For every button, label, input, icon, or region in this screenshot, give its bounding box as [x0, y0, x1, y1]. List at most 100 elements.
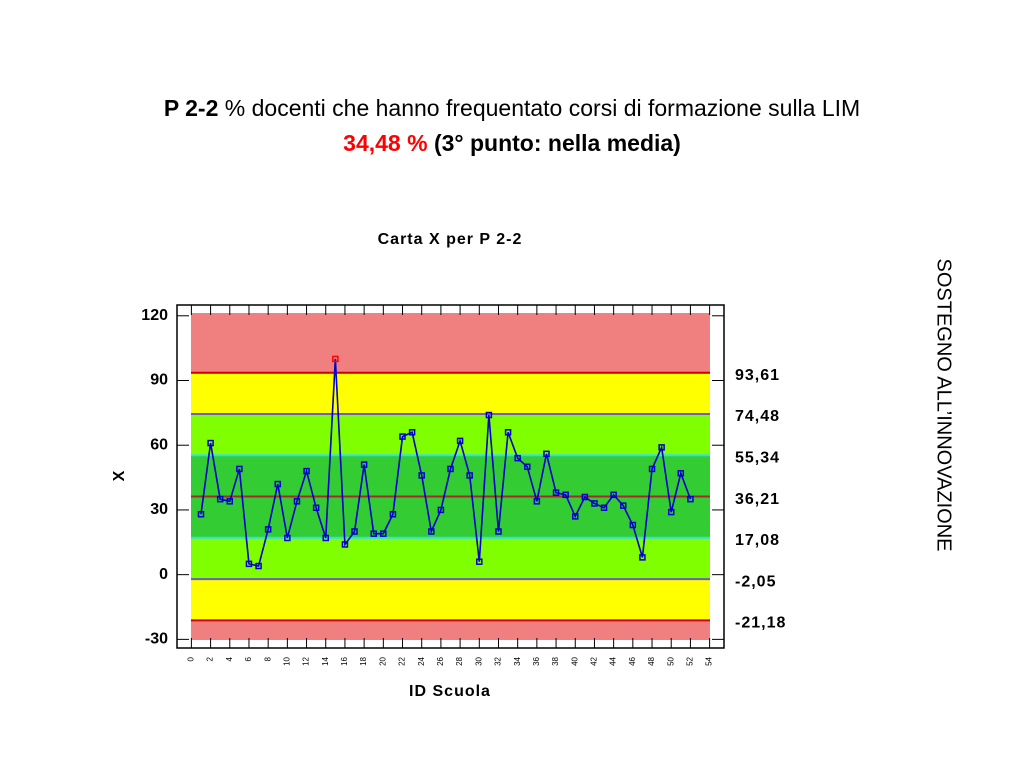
- data-point: [572, 513, 579, 520]
- y-tick-label: 30: [150, 501, 168, 518]
- control-line-label: 17,08: [735, 532, 780, 549]
- x-tick-label: 6: [244, 656, 253, 661]
- data-point: [466, 472, 473, 479]
- data-point: [360, 461, 368, 468]
- x-tick-label: 28: [455, 656, 464, 665]
- data-point: [495, 528, 502, 535]
- x-tick-label: 34: [513, 656, 522, 665]
- data-point: [418, 472, 425, 479]
- data-point: [687, 495, 694, 503]
- data-point: [619, 502, 627, 509]
- control-line-label: 55,34: [735, 449, 780, 466]
- data-point: [274, 480, 282, 488]
- y-tick-label: -30: [145, 631, 168, 648]
- control-line-label: 36,21: [735, 491, 780, 508]
- control-line-label: -21,18: [735, 615, 786, 632]
- y-tick-label: 60: [150, 436, 168, 453]
- data-point: [428, 528, 435, 535]
- x-tick-label: 52: [686, 656, 695, 665]
- x-axis-label: ID Scuola: [409, 683, 491, 700]
- data-point: [293, 498, 301, 505]
- data-point: [677, 470, 685, 477]
- data-point: [197, 511, 205, 518]
- x-tick-label: 22: [398, 656, 407, 665]
- data-point: [562, 491, 569, 499]
- data-point: [399, 433, 406, 440]
- x-tick-label: 26: [436, 656, 445, 665]
- data-point: [255, 562, 262, 570]
- data-point: [456, 437, 464, 445]
- data-point: [351, 528, 358, 535]
- x-tick-label: 24: [417, 656, 426, 665]
- data-point: [236, 465, 243, 473]
- data-point: [524, 463, 531, 471]
- data-point: [552, 489, 560, 496]
- x-tick-label: 16: [340, 656, 349, 665]
- header-line2: 34,48 % (3° punto: nella media): [343, 130, 681, 156]
- zone-band: [191, 620, 710, 640]
- data-point: [216, 495, 224, 503]
- x-tick-label: 12: [302, 656, 311, 665]
- header-note: (3° punto: nella media): [434, 130, 681, 156]
- data-point: [591, 500, 598, 507]
- data-point: [380, 530, 387, 537]
- data-point: [629, 521, 637, 529]
- x-tick-label: 44: [609, 656, 618, 665]
- zone-band: [191, 455, 710, 497]
- header-title: % docenti che hanno frequentato corsi di…: [225, 95, 860, 121]
- x-tick-label: 2: [206, 656, 215, 661]
- zone-band: [191, 372, 710, 414]
- data-point: [408, 429, 416, 436]
- x-tick-label: 48: [647, 656, 656, 665]
- x-tick-label: 46: [628, 656, 637, 665]
- y-tick-label: 0: [159, 566, 168, 583]
- data-point: [648, 465, 656, 473]
- data-point: [543, 450, 550, 458]
- data-point: [226, 498, 234, 505]
- zone-band: [191, 313, 710, 373]
- data-point: [370, 530, 377, 537]
- y-axis-label: X: [111, 470, 128, 481]
- data-point: [476, 558, 483, 565]
- x-tick-label: 32: [494, 656, 503, 665]
- data-point: [264, 526, 272, 533]
- data-point: [639, 554, 646, 561]
- x-tick-label: 18: [359, 656, 368, 665]
- data-point: [332, 355, 339, 363]
- x-tick-label: 20: [378, 656, 387, 665]
- x-tick-label: 30: [474, 656, 483, 665]
- y-tick-label: 120: [141, 307, 168, 324]
- data-line: [200, 358, 692, 567]
- data-point: [610, 491, 617, 499]
- data-point: [389, 511, 397, 518]
- x-tick-label: 4: [225, 656, 234, 661]
- data-point: [600, 504, 608, 512]
- data-point: [447, 465, 454, 473]
- x-tick-label: 8: [263, 656, 272, 661]
- data-point: [245, 560, 253, 568]
- data-point: [533, 498, 541, 505]
- zone-band: [191, 537, 710, 580]
- chart-title: Carta X per P 2-2: [378, 231, 523, 248]
- x-tick-label: 14: [321, 656, 330, 665]
- x-tick-label: 10: [282, 656, 291, 665]
- data-point: [207, 439, 214, 447]
- x-tick-label: 42: [590, 656, 599, 665]
- data-point: [504, 429, 512, 436]
- data-point: [312, 504, 320, 512]
- data-point: [303, 467, 310, 475]
- y-tick-label: 90: [150, 372, 168, 389]
- zone-band: [191, 579, 710, 621]
- x-tick-label: 36: [532, 656, 541, 665]
- header: P 2-2 % docenti che hanno frequentato co…: [164, 95, 860, 121]
- x-tick-label: 40: [570, 656, 579, 665]
- plot-frame: [176, 304, 725, 649]
- control-line-label: 93,61: [735, 367, 780, 384]
- data-point: [322, 534, 329, 542]
- data-point: [514, 454, 521, 462]
- x-tick-label: 50: [666, 656, 675, 665]
- x-tick-label: 54: [705, 656, 714, 665]
- x-tick-label: 38: [551, 656, 560, 665]
